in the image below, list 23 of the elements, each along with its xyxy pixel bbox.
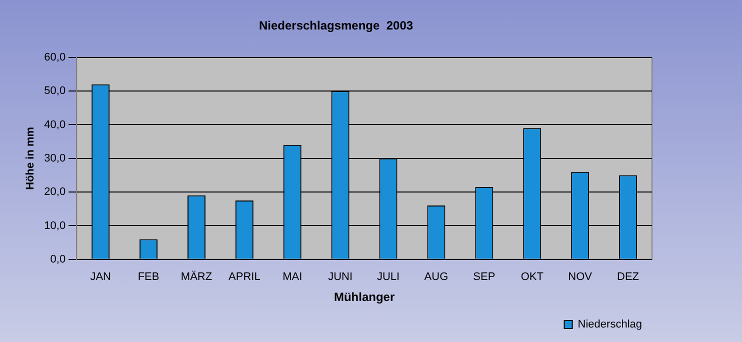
y-tick-label: 60,0 (44, 51, 66, 64)
x-tick-label: APRIL (228, 271, 260, 284)
x-tick-label: MAI (282, 271, 302, 284)
x-tick-label: JAN (90, 271, 112, 284)
y-tick-label: 0,0 (50, 253, 66, 266)
x-tick-label: MÄRZ (180, 270, 212, 284)
x-tick-label: AUG (424, 271, 448, 284)
x-tick-label: JULI (376, 271, 400, 284)
x-tick-label: NOV (568, 271, 593, 284)
x-tick-label: FEB (138, 271, 160, 284)
x-tick-label: JUNI (328, 271, 353, 284)
x-tick-label: DEZ (617, 271, 640, 284)
legend-label: Niederschlag (578, 318, 642, 331)
y-tick-label: 30,0 (44, 152, 66, 164)
chart-title: Niederschlagsmenge 2003 (258, 18, 414, 33)
y-tick-label: 10,0 (44, 220, 66, 232)
x-axis-title: Mühlanger (334, 290, 395, 304)
y-tick-label: 50,0 (44, 85, 66, 98)
y-axis-title: Höhe in mm (24, 126, 37, 190)
y-tick-label: 40,0 (44, 118, 66, 131)
x-tick-label: OKT (520, 271, 544, 284)
y-tick-label: 20,0 (44, 186, 66, 198)
x-tick-label: SEP (473, 271, 496, 284)
